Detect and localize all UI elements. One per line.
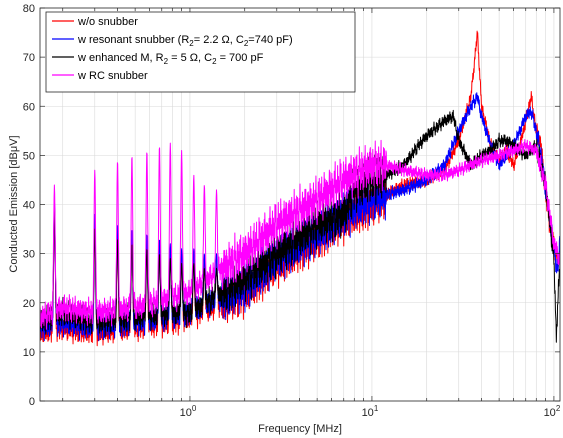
legend-label-enh: w enhanced M, R2 = 5 Ω, C2 = 700 pF: [77, 52, 264, 66]
legend: w/o snubber w resonant snubber (R2= 2.2 Ω…: [45, 11, 356, 93]
y-tick-label: 70: [23, 52, 35, 64]
legend-label-rc: w RC snubber: [77, 70, 148, 82]
legend-label-wo: w/o snubber: [77, 16, 138, 28]
y-tick-label: 50: [23, 150, 35, 162]
x-tick-label: 100: [180, 404, 197, 419]
y-tick-label: 30: [23, 249, 35, 261]
legend-box: [45, 11, 356, 93]
axis-ticks: [40, 7, 560, 402]
y-tick-label: 0: [29, 396, 35, 408]
x-axis-label: Frequency [MHz]: [258, 423, 342, 435]
x-tick-label: 101: [362, 404, 379, 419]
y-tick-label: 20: [23, 298, 35, 310]
y-tick-label: 60: [23, 101, 35, 113]
x-tick-label: 102: [544, 404, 561, 419]
y-tick-label: 80: [23, 3, 35, 15]
y-tick-label: 40: [23, 200, 35, 212]
y-tick-label: 10: [23, 347, 35, 359]
legend-label-res: w resonant snubber (R2= 2.2 Ω, C2=740 pF…: [77, 34, 293, 48]
series-line-rc: [40, 138, 560, 330]
axis-tick-labels: 0 10 20 30 40 50 60 70 80 100 101 102: [23, 3, 561, 419]
y-axis-label: Conducted Emission [dBμV]: [8, 135, 20, 272]
series-layer: [40, 30, 560, 347]
